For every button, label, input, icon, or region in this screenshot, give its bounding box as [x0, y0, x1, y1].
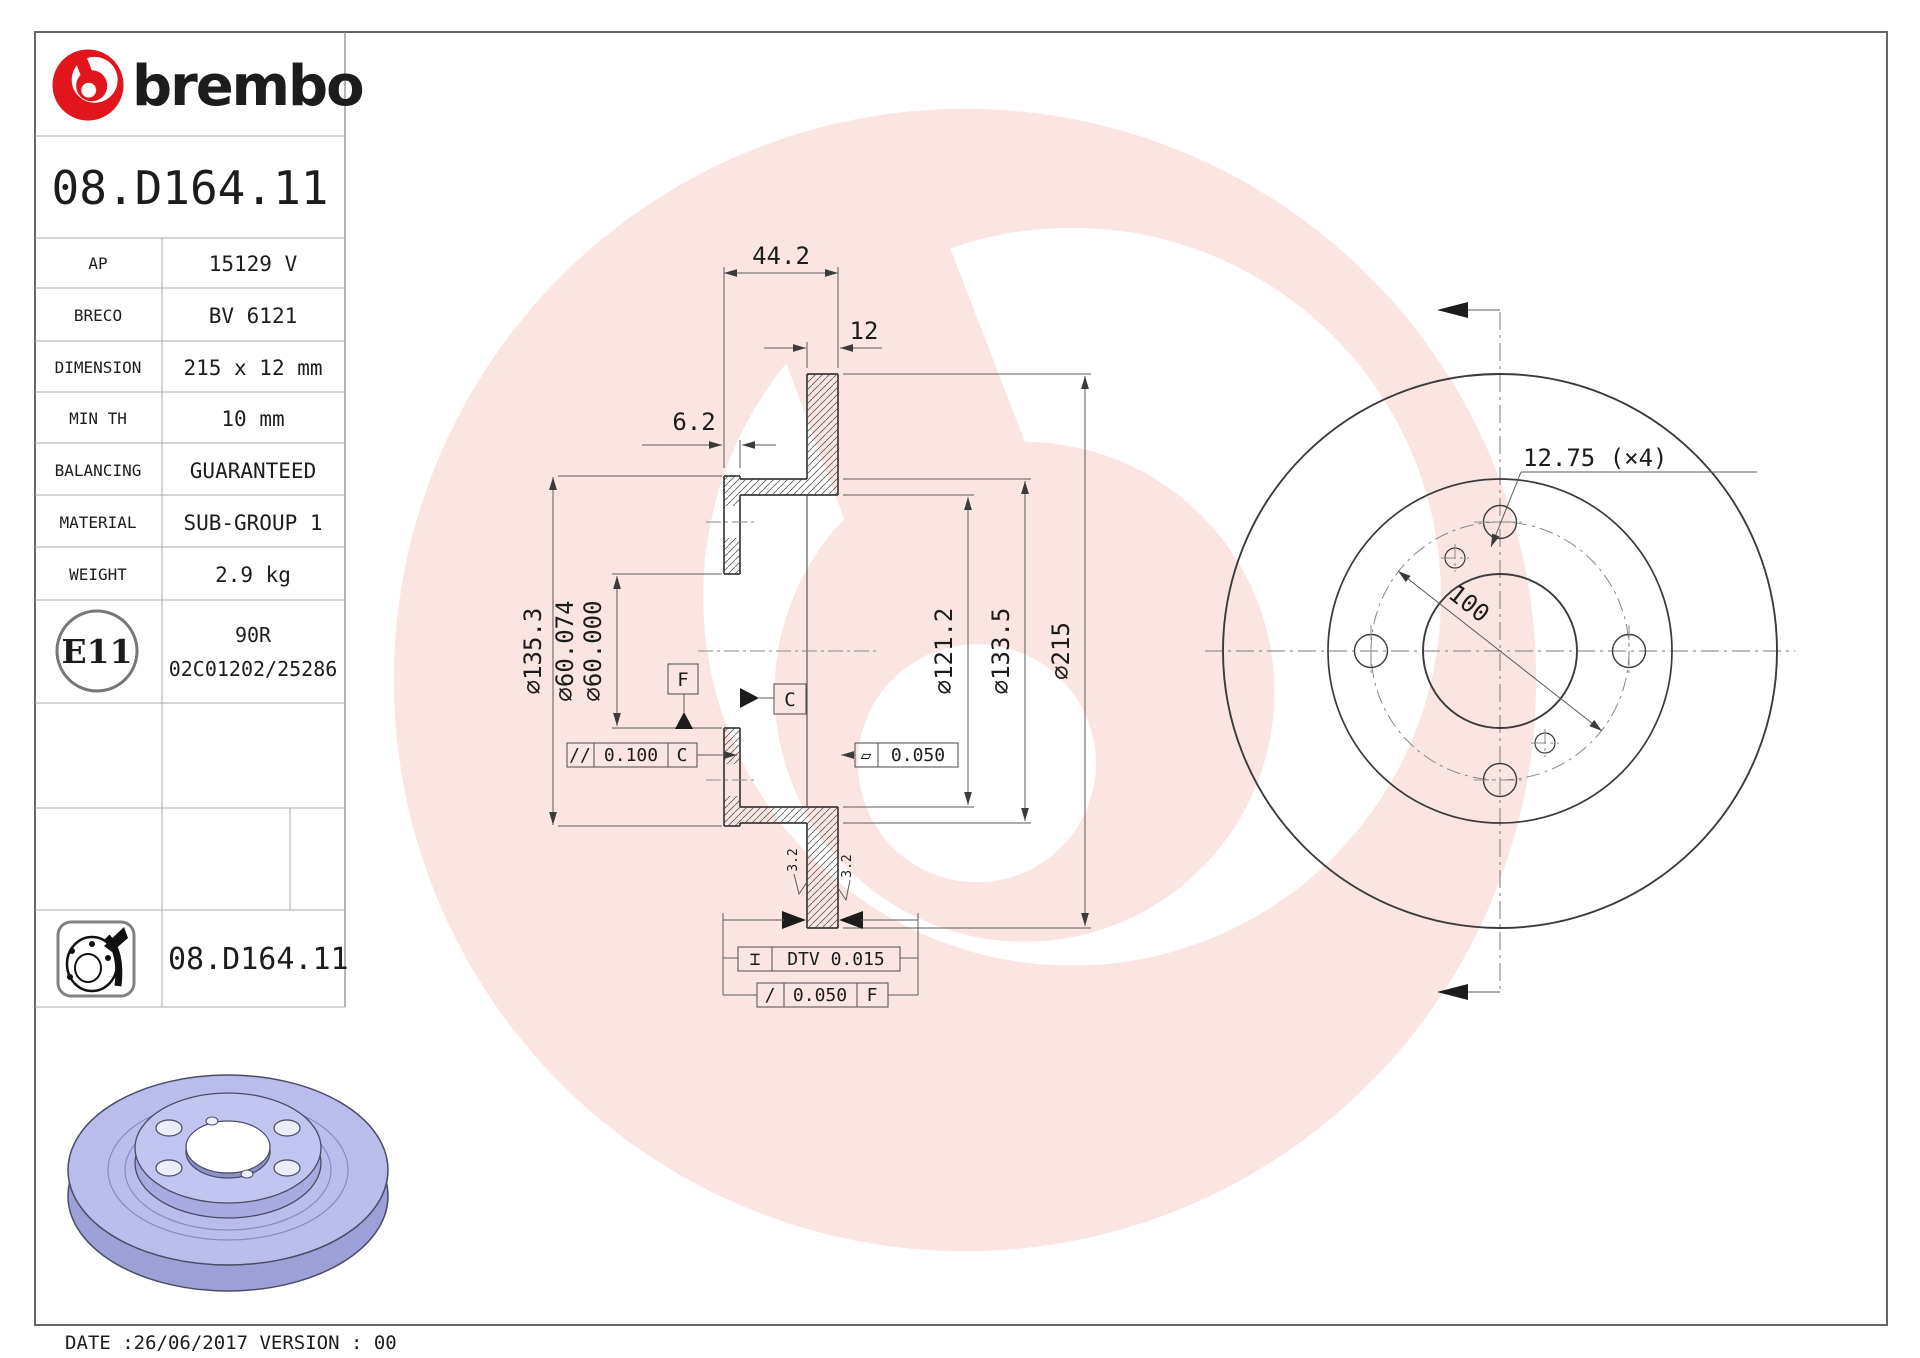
spec-value: 15129 V	[209, 252, 298, 276]
dim-bolt-holes: 12.75 (×4)	[1490, 444, 1757, 548]
spec-label: BRECO	[74, 306, 122, 325]
homologation-line2: 02C01202/25286	[169, 657, 338, 681]
runout-symbol: /	[765, 985, 776, 1006]
date-version-line: DATE :26/06/2017 VERSION : 00	[65, 1332, 397, 1354]
spec-value: SUB-GROUP 1	[183, 511, 322, 535]
dim-flange-thickness: 6.2	[642, 408, 776, 468]
dtv-symbol: ⌶	[750, 949, 761, 970]
dim-thickness-text: 12	[850, 317, 879, 345]
spec-label: BALANCING	[55, 461, 142, 480]
sheet-frame	[34, 31, 1888, 1326]
spec-value: 215 x 12 mm	[183, 356, 322, 380]
datum-c: C	[740, 683, 807, 715]
runout-value: 0.050	[793, 985, 847, 1006]
dim-flange-od-text: ⌀135.3	[519, 608, 547, 695]
dim-hat-od: ⌀133.5	[843, 478, 1031, 824]
bolt-holes	[1353, 504, 1647, 798]
datum-f: F	[667, 663, 699, 729]
dim-bore-min-text: ⌀60.000	[579, 600, 607, 701]
tolerance-parallelism: // 0.100 C	[566, 742, 737, 768]
dim-thickness: 12	[764, 317, 882, 368]
tolerance-flatness: ▱ 0.050	[841, 742, 959, 768]
dim-disc-od: ⌀215	[843, 373, 1091, 929]
dim-band-id: ⌀121.2	[843, 494, 974, 808]
dim-hat-od-text: ⌀133.5	[987, 608, 1015, 695]
e11-badge-circle	[55, 609, 139, 693]
spec-value: GUARANTEED	[190, 459, 316, 483]
spec-value: 10 mm	[221, 407, 284, 431]
dim-hat-depth: 44.2	[723, 242, 839, 468]
parallelism-value: 0.100	[604, 745, 658, 766]
flatness-value: 0.050	[891, 745, 945, 766]
spec-label: MIN TH	[69, 409, 127, 428]
spec-label: MATERIAL	[59, 513, 136, 532]
roughness-right: 3.2	[837, 854, 855, 902]
dtv-runout-callout: ⌶ DTV 0.015 / 0.050 F	[722, 911, 919, 1008]
spec-label: WEIGHT	[69, 565, 127, 584]
dim-disc-od-text: ⌀215	[1047, 622, 1075, 680]
spec-label: AP	[88, 254, 107, 273]
footer-part-block: 08.D164.11	[56, 920, 349, 998]
homologation-line1: 90R	[235, 623, 272, 647]
dtv-value: DTV 0.015	[787, 949, 885, 970]
brembo-logo-icon	[52, 49, 124, 121]
e11-badge: E11	[61, 632, 132, 671]
dim-bore: ⌀60.074 ⌀60.000	[551, 573, 722, 729]
spec-value: 2.9 kg	[215, 563, 291, 587]
dim-hat-depth-text: 44.2	[752, 242, 810, 270]
disc-icon	[65, 927, 128, 993]
parallelism-symbol: //	[569, 745, 591, 766]
homologation-block: E11 90R 02C01202/25286	[55, 609, 338, 693]
dim-bore-max-text: ⌀60.074	[551, 600, 579, 701]
spec-value: BV 6121	[209, 304, 298, 328]
footer-part-number: 08.D164.11	[168, 942, 349, 977]
datum-c-label: C	[784, 689, 795, 711]
roughness-right-text: 3.2	[840, 854, 855, 877]
disc-photo	[67, 1074, 389, 1292]
runout-datum: F	[867, 985, 878, 1006]
datum-f-label: F	[677, 669, 688, 691]
spec-label: DIMENSION	[55, 358, 142, 377]
dim-flange-od: ⌀135.3	[519, 475, 722, 827]
section-view: 44.2 12 6.2 ⌀135.3 ⌀60.074 ⌀60.000	[519, 242, 1091, 1008]
front-view: 12.75 (×4) 100	[1205, 302, 1795, 1000]
disc-outer-circle	[1222, 373, 1778, 929]
section-cut-arrows	[1437, 302, 1500, 1000]
dim-flange-thickness-text: 6.2	[672, 408, 715, 436]
brembo-logo: brembo	[52, 49, 365, 121]
flatness-symbol: ▱	[861, 745, 872, 766]
roughness-left-text: 3.2	[786, 848, 801, 871]
pin-holes	[1441, 544, 1559, 757]
spec-table: AP 15129 V BRECO BV 6121 DIMENSION 215 x…	[55, 252, 323, 587]
hat-circle	[1327, 478, 1673, 824]
brembo-logo-text: brembo	[132, 54, 363, 119]
parallelism-datum: C	[677, 745, 688, 766]
dim-band-id-text: ⌀121.2	[930, 608, 958, 695]
page-title-part-number: 08.D164.11	[52, 161, 329, 215]
roughness-left: 3.2	[786, 848, 808, 896]
dim-bolt-holes-text: 12.75 (×4)	[1523, 444, 1668, 472]
